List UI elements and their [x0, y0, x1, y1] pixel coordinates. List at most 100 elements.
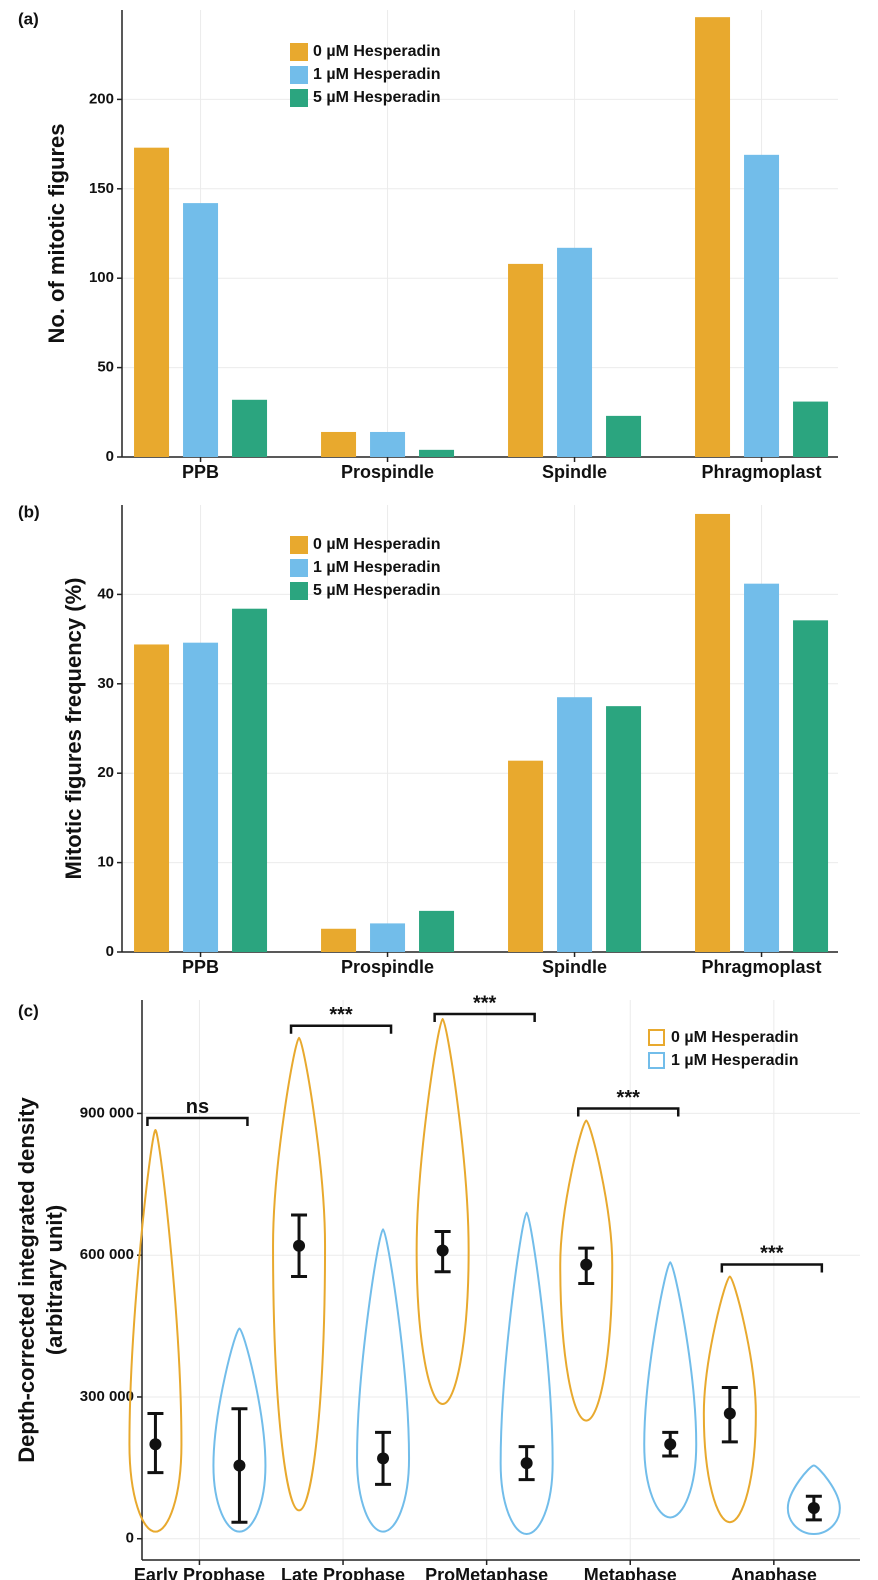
legend-label: 1 µM Hesperadin [313, 559, 440, 576]
bar [370, 431, 406, 457]
significance-bracket [289, 1024, 393, 1034]
bar [557, 247, 593, 457]
violin [643, 1261, 698, 1519]
legend-swatch [290, 43, 308, 61]
significance-bracket [720, 1263, 824, 1273]
mean-point [293, 1239, 306, 1252]
legend-label: 5 µM Hesperadin [313, 582, 440, 599]
x-tick-label: Spindle [542, 957, 607, 977]
bar [606, 415, 642, 457]
x-tick-label: ProMetaphase [425, 1565, 548, 1580]
legend-swatch [648, 1029, 665, 1046]
significance-label: ns [186, 1096, 209, 1118]
y-tick-label: 20 [97, 764, 114, 781]
x-tick-label: Late Prophase [281, 1565, 405, 1580]
legend-label: 0 µM Hesperadin [313, 536, 440, 553]
y-tick-label: 10 [97, 854, 114, 871]
bar [508, 760, 544, 952]
violin [212, 1327, 267, 1533]
significance-bracket [576, 1107, 680, 1117]
y-axis-label: (arbitrary unit) [42, 1205, 67, 1355]
y-axis-label: No. of mitotic figures [44, 124, 69, 344]
significance-bracket [433, 1012, 536, 1022]
bar [321, 928, 357, 952]
mean-point [233, 1459, 246, 1472]
x-tick-label: Spindle [542, 462, 607, 482]
mean-point [664, 1438, 677, 1451]
violin [272, 1036, 327, 1512]
y-tick-label: 0 [106, 943, 114, 960]
significance-bracket [146, 1116, 249, 1126]
violin [128, 1128, 183, 1533]
x-tick-label: Phragmoplast [702, 462, 822, 482]
y-tick-label: 600 000 [80, 1246, 134, 1263]
significance-label: *** [617, 1087, 641, 1109]
panel-label: (c) [18, 1001, 39, 1020]
bar [134, 147, 170, 457]
bar [793, 620, 829, 952]
mean-point [149, 1438, 162, 1451]
bar [370, 923, 406, 952]
significance-label: *** [473, 992, 497, 1014]
bar [606, 706, 642, 952]
mean-point [436, 1244, 449, 1257]
y-tick-label: 0 [126, 1530, 134, 1547]
x-tick-label: Metaphase [584, 1565, 677, 1580]
legend-swatch [648, 1052, 665, 1069]
bar [134, 644, 170, 952]
mean-point [377, 1452, 390, 1465]
y-tick-label: 900 000 [80, 1104, 134, 1121]
mean-point [580, 1258, 593, 1271]
y-tick-label: 50 [97, 359, 114, 376]
legend-label: 1 µM Hesperadin [313, 66, 440, 83]
y-tick-label: 150 [89, 180, 114, 197]
x-tick-label: Anaphase [731, 1565, 817, 1580]
x-tick-label: Prospindle [341, 462, 434, 482]
bar [793, 401, 829, 457]
mean-point [723, 1407, 736, 1420]
panel-label: (a) [18, 9, 39, 28]
mean-point [520, 1457, 533, 1470]
legend-swatch [290, 66, 308, 84]
significance-label: *** [329, 1004, 353, 1026]
legend-swatch [290, 559, 308, 577]
violin [702, 1275, 757, 1524]
bar [744, 154, 780, 457]
bar [183, 203, 219, 457]
bar [419, 449, 455, 457]
y-tick-label: 0 [106, 448, 114, 465]
panel-label: (b) [18, 502, 40, 521]
bar [232, 608, 268, 952]
bar [695, 513, 731, 952]
y-tick-label: 30 [97, 675, 114, 692]
bar [695, 17, 731, 457]
legend-swatch [290, 536, 308, 554]
legend-swatch [290, 89, 308, 107]
bar [744, 583, 780, 952]
y-tick-label: 40 [97, 585, 114, 602]
y-axis-label: Depth-corrected integrated density [14, 1096, 39, 1462]
y-axis-label: Mitotic figures frequency (%) [61, 578, 86, 880]
legend-label: 0 µM Hesperadin [313, 43, 440, 60]
significance-label: *** [760, 1243, 784, 1265]
violin [559, 1119, 614, 1422]
violin [415, 1017, 470, 1406]
legend-label: 5 µM Hesperadin [313, 89, 440, 106]
x-tick-label: Early Prophase [134, 1565, 265, 1580]
legend-label: 1 µM Hesperadin [671, 1052, 798, 1069]
bar [508, 263, 544, 457]
bar [183, 642, 219, 952]
x-tick-label: PPB [182, 462, 219, 482]
violin [786, 1464, 841, 1536]
violin [499, 1211, 554, 1536]
y-tick-label: 100 [89, 269, 114, 286]
mean-point [807, 1502, 820, 1515]
x-tick-label: PPB [182, 957, 219, 977]
bar [557, 697, 593, 952]
legend-swatch [290, 582, 308, 600]
x-tick-label: Prospindle [341, 957, 434, 977]
y-tick-label: 200 [89, 90, 114, 107]
x-tick-label: Phragmoplast [702, 957, 822, 977]
